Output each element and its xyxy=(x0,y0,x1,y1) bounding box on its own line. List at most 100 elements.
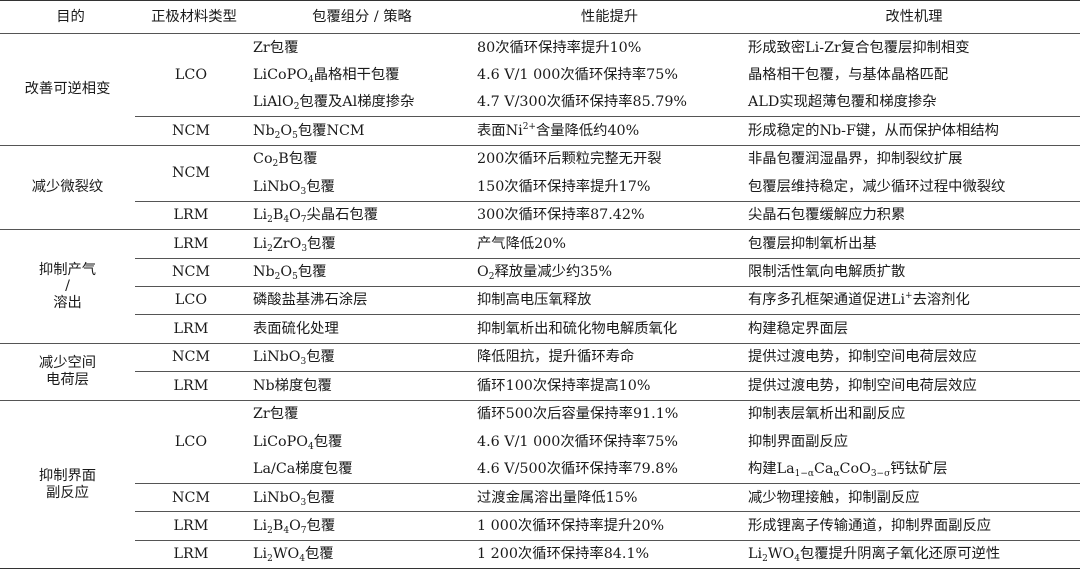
performance-cell: 4.7 V/300次循环保持率85.79% xyxy=(477,94,688,111)
coating-cell: Li2B4O7尖晶石包覆 xyxy=(247,200,471,230)
performance-cell: 4.6 V/1 000次循环保持率75% xyxy=(477,433,678,450)
material-cell: LCO xyxy=(135,399,247,484)
mechanism-cell: 提供过渡电势，抑制空间电荷层效应 xyxy=(742,371,1080,401)
table-header-row: 目的 正极材料类型 包覆组分 / 策略 性能提升 改性机理 xyxy=(0,0,1080,34)
performance-cell: O2释放量减少约35% xyxy=(471,257,742,287)
header-mechanism: 改性机理 xyxy=(742,0,1080,34)
performance-cell: 4.6 V/500次循环保持率79.8% xyxy=(477,461,678,478)
mechanism-cell: 抑制界面副反应 xyxy=(748,433,849,450)
coating-cell: LiNbO3包覆 xyxy=(247,482,471,512)
table-row: 抑制界面 副反应 LCO Zr包覆 循环500次后容量保持率91.1% 抑制表层氧析出和副… xyxy=(0,399,1080,570)
coating-cell: LiCoPO4包覆 xyxy=(253,433,343,452)
material-cell: NCM xyxy=(135,144,247,202)
table-row: LRM Li2B4O7尖晶石包覆 300次循环保持率87.42% 尖晶石包覆缓解应力积… xyxy=(0,200,1080,230)
performance-cell: 表面Ni2+含量降低约40% xyxy=(471,116,742,146)
table-row: LiAlO2包覆及Al梯度掺杂 4.7 V/300次循环保持率85.79% ALD实… xyxy=(0,89,1080,117)
table-row: LRM Nb梯度包覆 循环100次保持率提高10% 提供过渡电势，抑制空间电荷层效应 xyxy=(0,371,1080,401)
performance-cell: 产气降低20% xyxy=(471,229,742,258)
material-cell: NCM xyxy=(135,482,247,512)
mechanism-cell: 非晶包覆润湿晶界，抑制裂纹扩展 xyxy=(742,144,1080,174)
coating-cell: LiNbO3包覆 xyxy=(253,178,335,197)
coating-cell: La/Ca梯度包覆 xyxy=(253,461,353,478)
coating-cell: Li2WO4包覆 xyxy=(247,539,471,570)
coating-cell: Co2B包覆 xyxy=(247,144,471,174)
material-cell: LRM xyxy=(135,371,247,401)
mechanism-cell: 限制活性氧向电解质扩散 xyxy=(742,257,1080,287)
performance-cell: 300次循环保持率87.42% xyxy=(471,200,742,230)
coating-cell: Nb2O5包覆 xyxy=(247,257,471,287)
coating-cell: Nb梯度包覆 xyxy=(247,371,471,401)
table-row: LCO 磷酸盐基沸石涂层 抑制高电压氧释放 有序多孔框架通道促进Li+去溶剂化 xyxy=(0,285,1080,315)
performance-cell: 循环500次后容量保持率91.1% xyxy=(471,399,742,429)
table-row: LiCoPO4晶格相干包覆 4.6 V/1 000次循环保持率75% 晶格相干包覆，… xyxy=(0,61,1080,88)
header-performance: 性能提升 xyxy=(471,0,742,34)
mechanism-cell: 减少物理接触，抑制副反应 xyxy=(742,482,1080,512)
mechanism-cell: 形成稳定的Nb-F键，从而保护体相结构 xyxy=(742,116,1080,146)
table-row: LRM 表面硫化处理 抑制氧析出和硫化物电解质氧化 构建稳定界面层 xyxy=(0,314,1080,344)
table-row: LRM Li2B4O7包覆 1 000次循环保持率提升20% 形成锂离子传输通道，抑制… xyxy=(0,511,1080,541)
coating-cell: Zr包覆 xyxy=(247,33,471,62)
table-body: 改善可逆相变 LCO Zr包覆 80次循环保持率提升10% 形成致密Li-Zr复合包覆层… xyxy=(0,32,1080,570)
coating-cell: LiNbO3包覆 xyxy=(247,342,471,372)
coating-cell: Li2ZrO3包覆 xyxy=(247,229,471,258)
mechanism-cell: 有序多孔框架通道促进Li+去溶剂化 xyxy=(742,285,1080,315)
mechanism-cell: Li2WO4包覆提升阴离子氧化还原可逆性 xyxy=(742,539,1080,570)
performance-cell: 抑制氧析出和硫化物电解质氧化 xyxy=(471,314,742,344)
material-cell: LRM xyxy=(135,229,247,258)
table-row: 减少空间 电荷层 NCM LiNbO3包覆 降低阻抗，提升循环寿命 提供过渡电势，抑制空间… xyxy=(0,342,1080,401)
performance-cell: 1 200次循环保持率84.1% xyxy=(471,539,742,570)
material-cell: LRM xyxy=(135,314,247,344)
material-cell: NCM xyxy=(135,116,247,146)
mechanism-cell: 晶格相干包覆，与基体晶格匹配 xyxy=(748,66,949,83)
mechanism-cell: 构建La1−αCaαCoO3−σ钙钛矿层 xyxy=(748,461,948,480)
performance-cell: 降低阻抗，提升循环寿命 xyxy=(471,342,742,372)
purpose-cell: 减少空间 电荷层 xyxy=(0,342,135,401)
table-row: NCM Nb2O5包覆NCM 表面Ni2+含量降低约40% 形成稳定的Nb-F键，从而… xyxy=(0,116,1080,146)
table-row: NCM LiNbO3包覆 过渡金属溶出量降低15% 减少物理接触，抑制副反应 xyxy=(0,482,1080,512)
mechanism-cell: ALD实现超薄包覆和梯度掺杂 xyxy=(748,94,937,111)
coating-cell: Li2B4O7包覆 xyxy=(247,511,471,541)
table-row: 改善可逆相变 LCO Zr包覆 80次循环保持率提升10% 形成致密Li-Zr复合包覆层… xyxy=(0,32,1080,146)
performance-cell: 4.6 V/1 000次循环保持率75% xyxy=(477,66,678,83)
performance-cell: 200次循环后颗粒完整无开裂 xyxy=(471,144,742,174)
mechanism-cell: 构建稳定界面层 xyxy=(742,314,1080,344)
header-coating: 包覆组分 / 策略 xyxy=(247,0,471,34)
performance-cell: 80次循环保持率提升10% xyxy=(471,33,742,62)
performance-cell: 过渡金属溶出量降低15% xyxy=(471,482,742,512)
coating-cell: LiCoPO4晶格相干包覆 xyxy=(253,66,400,85)
material-cell: LRM xyxy=(135,511,247,541)
table-row: LiNbO3包覆 150次循环保持率提升17% 包覆层维持稳定，减少循环过程中微裂纹 xyxy=(0,173,1080,201)
material-cell: NCM xyxy=(135,342,247,372)
material-cell: LRM xyxy=(135,539,247,570)
performance-cell: 150次循环保持率提升17% xyxy=(477,178,651,195)
table-row: LiCoPO4包覆 4.6 V/1 000次循环保持率75% 抑制界面副反应 xyxy=(0,428,1080,455)
coating-cell: Zr包覆 xyxy=(247,399,471,429)
performance-cell: 循环100次保持率提高10% xyxy=(471,371,742,401)
table-row: LRM Li2WO4包覆 1 200次循环保持率84.1% Li2WO4包覆提升阴离子… xyxy=(0,539,1080,570)
coating-cell: 表面硫化处理 xyxy=(247,314,471,344)
purpose-cell: 抑制产气 / 溶出 xyxy=(0,229,135,344)
coating-cell: 磷酸盐基沸石涂层 xyxy=(247,285,471,315)
mechanism-cell: 提供过渡电势，抑制空间电荷层效应 xyxy=(742,342,1080,372)
mechanism-cell: 形成致密Li-Zr复合包覆层抑制相变 xyxy=(742,33,1080,62)
material-cell: LCO xyxy=(135,32,247,117)
table-row: 抑制产气 / 溶出 LRM Li2ZrO3包覆 产气降低20% 包覆层抑制氧析出基 xyxy=(0,229,1080,344)
performance-cell: 抑制高电压氧释放 xyxy=(471,285,742,315)
mechanism-cell: 抑制表层氧析出和副反应 xyxy=(742,399,1080,429)
performance-cell: 1 000次循环保持率提升20% xyxy=(471,511,742,541)
header-material: 正极材料类型 xyxy=(135,0,247,34)
purpose-cell: 减少微裂纹 xyxy=(0,144,135,230)
mechanism-cell: 尖晶石包覆缓解应力积累 xyxy=(742,200,1080,230)
coating-cell: Nb2O5包覆NCM xyxy=(247,116,471,146)
material-cell: NCM xyxy=(135,257,247,287)
table-row: NCM Nb2O5包覆 O2释放量减少约35% 限制活性氧向电解质扩散 xyxy=(0,257,1080,287)
material-cell: LRM xyxy=(135,200,247,230)
purpose-cell: 抑制界面 副反应 xyxy=(0,399,135,570)
header-purpose: 目的 xyxy=(0,0,135,34)
table-row: 减少微裂纹 NCM Co2B包覆 200次循环后颗粒完整无开裂 非晶包覆润湿晶界，抑制裂… xyxy=(0,144,1080,230)
purpose-cell: 改善可逆相变 xyxy=(0,33,135,146)
mechanism-cell: 包覆层维持稳定，减少循环过程中微裂纹 xyxy=(748,178,1006,195)
table-row: La/Ca梯度包覆 4.6 V/500次循环保持率79.8% 构建La1−αCaαC… xyxy=(0,456,1080,484)
mechanism-cell: 包覆层抑制氧析出基 xyxy=(742,229,1080,258)
